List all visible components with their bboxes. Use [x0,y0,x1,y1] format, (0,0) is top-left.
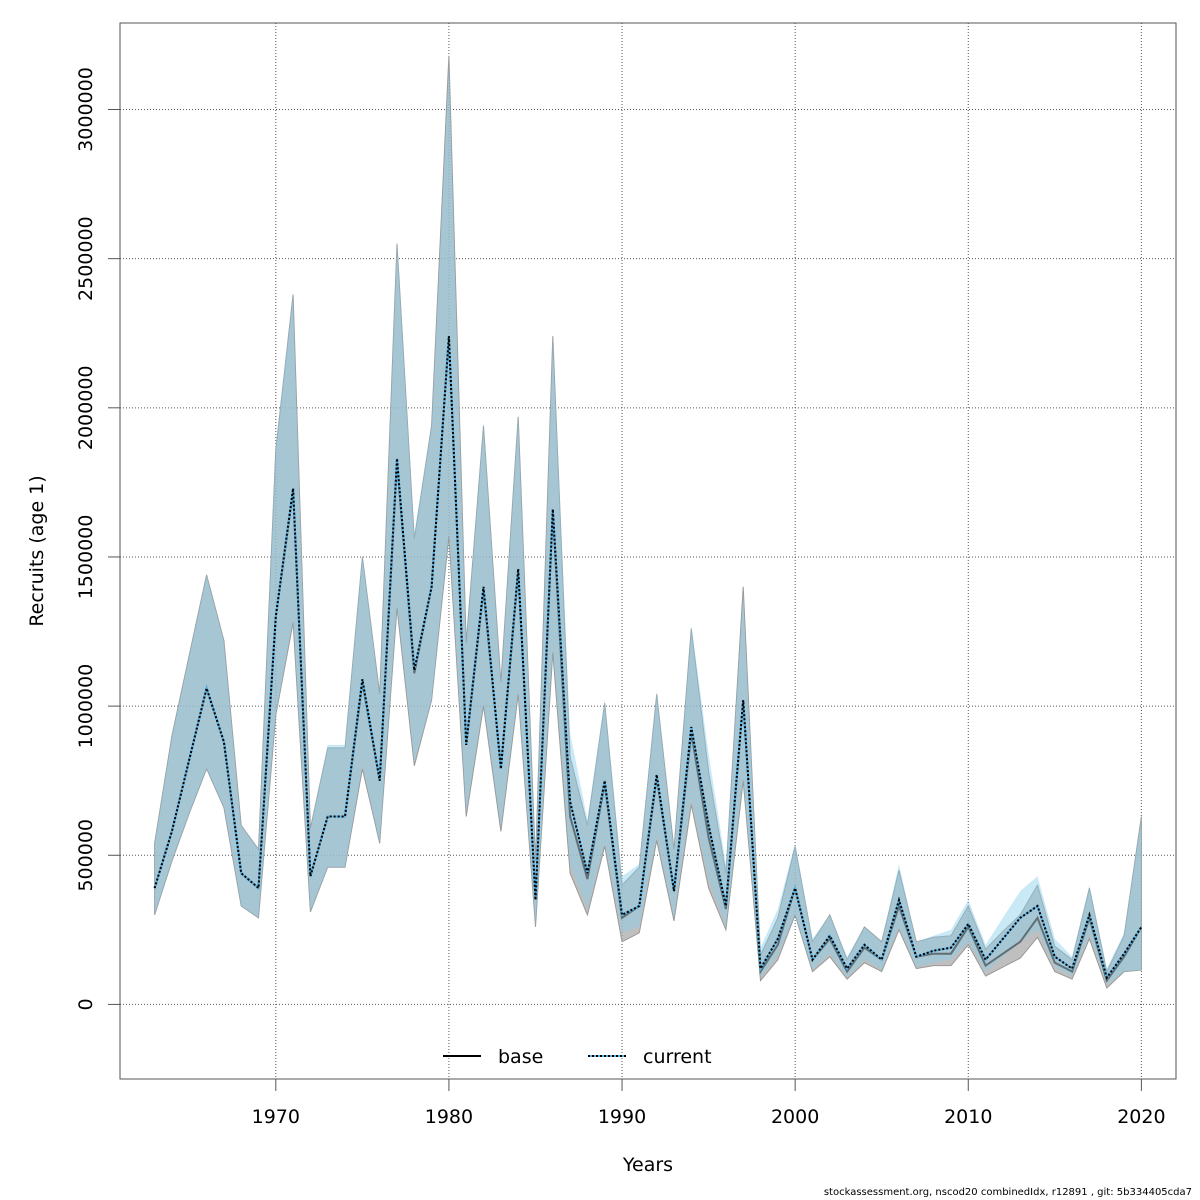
x-tick-label-1990: 1990 [598,1106,646,1128]
y-tick-label-2000000: 2000000 [75,366,97,451]
y-tick-label-1500000: 1500000 [75,515,97,600]
footer-credit: stockassessment.org, nscod20 combinedIdx… [823,1187,1192,1198]
legend-base-label: base [498,1046,543,1068]
y-axis: 0 500000 1000000 1500000 2000000 2500000 30000… [75,67,121,1010]
x-tick-label-2010: 2010 [944,1106,992,1128]
y-tick-label-3000000: 3000000 [75,67,97,152]
grid-lines [120,23,1176,1079]
x-axis: 1970 1980 1990 2000 2010 2020 [252,1078,1166,1128]
series-lines [153,336,1143,983]
x-tick-label-1970: 1970 [252,1106,300,1128]
y-tick-label-2500000: 2500000 [75,216,97,301]
x-tick-label-2020: 2020 [1117,1106,1165,1128]
y-tick-label-0: 0 [75,998,97,1010]
band-current [154,64,1142,986]
x-tick-label-2000: 2000 [771,1106,819,1128]
line-current [153,336,1143,980]
y-axis-title: Recruits (age 1) [26,475,48,626]
x-axis-title: Years [622,1154,673,1176]
band-base [154,55,1142,989]
x-tick-label-1980: 1980 [425,1106,473,1128]
y-tick-label-1000000: 1000000 [75,664,97,749]
legend: base current [443,1046,712,1068]
legend-current-label: current [643,1046,712,1068]
y-tick-label-500000: 500000 [75,819,97,892]
confidence-bands [154,55,1142,989]
